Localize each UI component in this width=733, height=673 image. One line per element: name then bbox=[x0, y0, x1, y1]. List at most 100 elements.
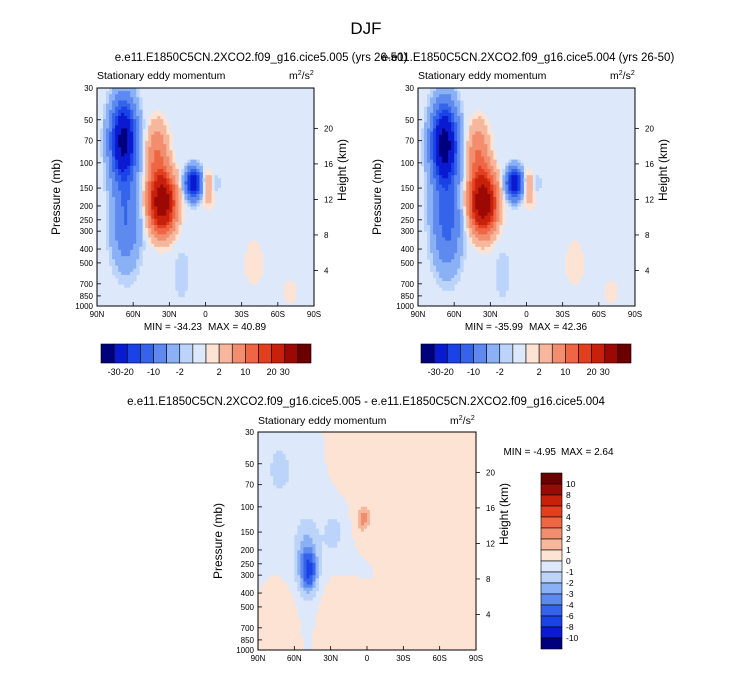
contour-cell bbox=[481, 165, 485, 170]
contour-cell bbox=[484, 197, 488, 201]
contour-cell bbox=[208, 168, 212, 173]
contour-cell bbox=[373, 516, 377, 520]
contour-cell bbox=[457, 237, 461, 241]
contour-cell bbox=[184, 172, 188, 176]
contour-cell bbox=[118, 265, 122, 270]
contour-cell bbox=[433, 206, 437, 210]
contour-cell bbox=[136, 134, 140, 139]
contour-cell bbox=[463, 488, 468, 492]
contour-cell bbox=[382, 531, 386, 536]
contour-cell bbox=[421, 503, 425, 508]
contour-cell bbox=[448, 484, 453, 489]
contour-cell bbox=[367, 506, 371, 511]
contour-cell bbox=[154, 144, 158, 148]
contour-cell bbox=[136, 150, 140, 154]
contour-cell bbox=[469, 444, 474, 448]
contour-cell bbox=[436, 481, 441, 486]
contour-cell bbox=[157, 212, 161, 217]
contour-cell bbox=[388, 481, 392, 486]
contour-cell bbox=[324, 525, 329, 529]
contour-cell bbox=[439, 259, 443, 263]
contour-cell bbox=[457, 243, 461, 248]
contour-cell bbox=[136, 153, 140, 157]
contour-cell bbox=[175, 265, 179, 270]
y-tick-label: 1000 bbox=[396, 302, 414, 311]
contour-cell bbox=[127, 178, 131, 182]
contour-cell bbox=[345, 469, 350, 473]
contour-cell bbox=[160, 134, 164, 139]
contour-cell bbox=[163, 119, 167, 123]
contour-cell bbox=[400, 516, 404, 520]
contour-cell bbox=[433, 134, 437, 139]
contour-cell bbox=[103, 140, 107, 145]
contour-cell bbox=[127, 246, 131, 251]
contour-cell bbox=[276, 478, 280, 483]
contour-cell bbox=[457, 512, 462, 517]
contour-cell bbox=[109, 231, 113, 235]
contour-cell bbox=[157, 184, 161, 189]
contour-cell bbox=[136, 225, 140, 229]
contour-cell bbox=[327, 432, 332, 436]
contour-cell bbox=[481, 203, 485, 207]
contour-cell bbox=[475, 231, 479, 235]
contour-cell bbox=[139, 178, 143, 182]
contour-cell bbox=[427, 209, 431, 213]
contour-cell bbox=[469, 484, 474, 489]
contour-cell bbox=[412, 463, 416, 467]
contour-cell bbox=[478, 215, 482, 220]
contour-cell bbox=[118, 153, 122, 157]
contour-cell bbox=[118, 94, 122, 98]
y-tick-label: 500 bbox=[401, 259, 415, 268]
contour-cell bbox=[469, 162, 473, 167]
contour-cell bbox=[118, 237, 122, 241]
contour-cell bbox=[382, 456, 386, 461]
contour-cell bbox=[460, 472, 465, 476]
contour-cell bbox=[397, 463, 401, 467]
y-tick-label: 30 bbox=[84, 84, 93, 93]
contour-cell bbox=[436, 444, 441, 448]
contour-cell bbox=[394, 441, 398, 445]
contour-cell bbox=[133, 215, 137, 220]
contour-cell bbox=[469, 472, 474, 476]
contour-cell bbox=[466, 475, 471, 480]
contour-cell bbox=[382, 503, 386, 508]
contour-cell bbox=[526, 193, 530, 198]
contour-cell bbox=[439, 228, 443, 232]
contour-cell bbox=[448, 441, 453, 445]
contour-cell bbox=[451, 122, 455, 126]
contour-cell bbox=[139, 100, 143, 104]
contour-cell bbox=[118, 144, 122, 148]
contour-cell bbox=[354, 478, 359, 483]
contour-cell bbox=[121, 94, 125, 98]
contour-cell bbox=[499, 265, 503, 270]
contour-cell bbox=[169, 175, 173, 179]
contour-cell bbox=[484, 240, 488, 245]
contour-cell bbox=[106, 172, 110, 176]
contour-cell bbox=[460, 131, 464, 136]
contour-cell bbox=[454, 463, 459, 467]
contour-cell bbox=[202, 203, 206, 207]
contour-cell bbox=[466, 472, 471, 476]
contour-cell bbox=[166, 122, 170, 126]
contour-cell bbox=[181, 212, 185, 217]
contour-cell bbox=[565, 256, 570, 260]
contour-cell bbox=[439, 494, 444, 498]
contour-cell bbox=[376, 463, 380, 467]
height-tick-label: 8 bbox=[645, 231, 650, 240]
contour-cell bbox=[181, 287, 185, 291]
contour-cell bbox=[496, 200, 500, 204]
contour-cell bbox=[121, 137, 125, 142]
contour-cell bbox=[124, 150, 128, 154]
contour-cell bbox=[112, 268, 116, 273]
contour-cell bbox=[472, 444, 477, 448]
contour-cell bbox=[466, 181, 470, 185]
contour-cell bbox=[130, 106, 134, 111]
contour-cell bbox=[451, 144, 455, 148]
contour-cell bbox=[256, 253, 261, 257]
contour-cell bbox=[193, 187, 197, 192]
contour-cell bbox=[418, 432, 422, 436]
contour-cell bbox=[283, 293, 288, 298]
contour-cell bbox=[439, 215, 443, 220]
contour-cell bbox=[148, 203, 152, 207]
contour-cell bbox=[430, 91, 434, 95]
